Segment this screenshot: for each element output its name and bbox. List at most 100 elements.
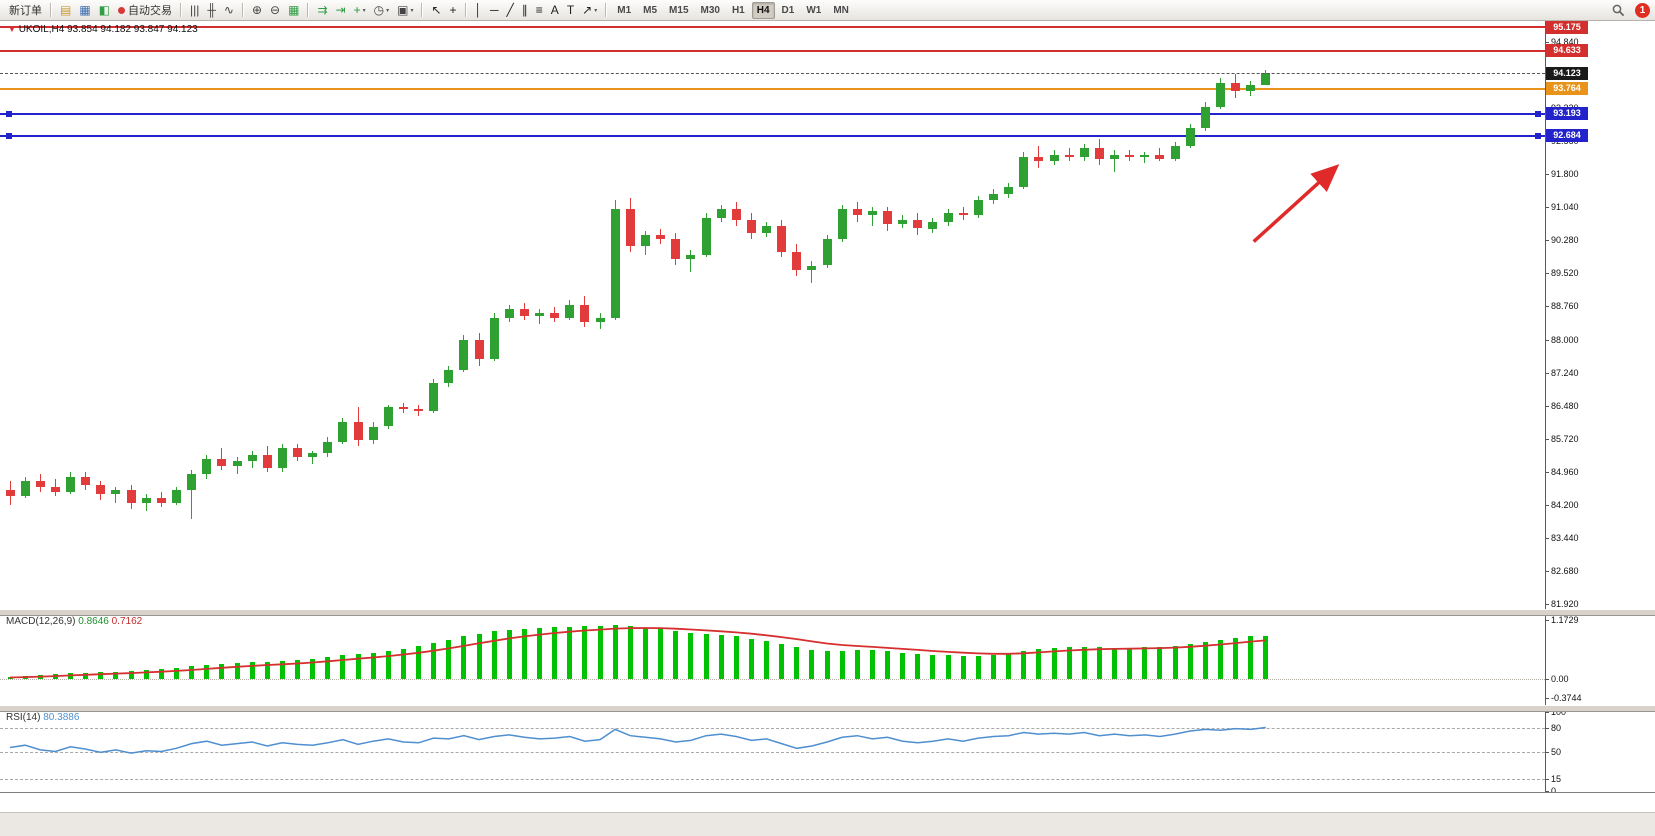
panel-divider-macd[interactable]	[0, 609, 1655, 616]
macd-histogram-bar	[869, 650, 875, 679]
text-button[interactable]: A	[548, 2, 562, 19]
zoom-out-icon: ⊖	[270, 3, 281, 17]
price-level-line[interactable]	[0, 112, 1545, 115]
candle-wick	[115, 487, 117, 503]
text-label-button[interactable]: T	[564, 2, 577, 19]
timeframe-H4[interactable]: H4	[751, 1, 775, 19]
zoom-out-button[interactable]: ⊖	[267, 2, 283, 19]
price-tick-label: 88.000	[1551, 334, 1579, 345]
price-tick-label: 90.280	[1551, 235, 1579, 246]
timeframe-D1[interactable]: D1	[781, 4, 795, 16]
macd-histogram-bar	[416, 646, 421, 679]
timeframe-M5[interactable]: M5	[643, 4, 658, 16]
line-chart-type-button[interactable]: ∿	[221, 2, 237, 19]
line-selection-handle[interactable]	[1535, 110, 1541, 117]
notification-badge[interactable]: 1	[1635, 2, 1650, 18]
timeframe-M30[interactable]: M30	[700, 4, 720, 16]
macd-histogram-bar	[189, 666, 195, 679]
price-tick-mark	[1545, 207, 1549, 209]
dropdown-arrow-icon: ▾	[410, 7, 414, 14]
bar-chart-type-button[interactable]: |||	[187, 2, 202, 19]
macd-histogram-bar	[310, 658, 316, 679]
macd-histogram-bar	[703, 633, 709, 679]
price-tick-label: 91.800	[1551, 169, 1579, 180]
price-tick-mark	[1545, 504, 1549, 506]
macd-histogram-bar	[930, 654, 936, 679]
macd-histogram-bar	[476, 633, 482, 679]
candle-body	[504, 309, 514, 318]
candle-body	[777, 226, 787, 253]
rsi-axis-tick	[1545, 791, 1549, 792]
candle-body	[1094, 148, 1104, 159]
price-tick-mark	[1545, 438, 1549, 440]
autotrading-button[interactable]: 自动交易	[115, 2, 175, 19]
timeframe-W1[interactable]: W1	[806, 4, 822, 16]
time-axis[interactable]	[0, 792, 1655, 812]
line-selection-handle[interactable]	[6, 132, 12, 139]
macd-histogram-bar	[915, 653, 921, 679]
vertical-line-button[interactable]: │	[472, 2, 486, 19]
candlestick-type-button[interactable]: ╫	[204, 2, 219, 19]
indicators-button[interactable]: + ▾	[351, 2, 369, 19]
candle-body	[958, 213, 968, 216]
grid-button[interactable]: ▦	[285, 2, 302, 19]
candle-body	[701, 217, 711, 255]
auto-scroll-button[interactable]: ⇉	[314, 2, 330, 19]
line-selection-handle[interactable]	[1535, 132, 1541, 139]
new-order-button[interactable]: 新订单	[9, 5, 42, 17]
equidistant-channel-button[interactable]: ∥	[519, 2, 531, 19]
candle-wick	[539, 309, 541, 325]
toolbar-separator	[307, 3, 310, 17]
market-watch-button[interactable]: ▦	[76, 2, 93, 19]
line-selection-handle[interactable]	[6, 110, 12, 117]
candle-body	[762, 226, 771, 233]
candle-body	[20, 480, 30, 497]
toolbar-separator	[605, 3, 608, 17]
macd-histogram-bar	[552, 627, 558, 679]
candle-wick	[236, 457, 238, 475]
price-tick-mark	[1545, 339, 1549, 341]
panel-divider-rsi[interactable]	[0, 705, 1655, 712]
rsi-axis-tick	[1545, 751, 1549, 753]
macd-histogram-bar	[612, 624, 618, 679]
price-tick-label: 87.240	[1551, 367, 1579, 378]
price-tick-label: 84.200	[1551, 499, 1579, 510]
price-level-line[interactable]	[0, 49, 1545, 52]
candle-body	[277, 448, 287, 468]
charts-button[interactable]: ▤	[57, 2, 74, 19]
navigator-button[interactable]: ◧	[96, 2, 113, 19]
price-level-line[interactable]	[0, 134, 1545, 137]
macd-histogram-bar	[718, 634, 724, 679]
candle-body	[550, 313, 560, 318]
price-level-line[interactable]	[0, 26, 1545, 29]
candle-body	[1155, 154, 1165, 159]
search-button[interactable]	[1609, 2, 1628, 19]
zoom-in-button[interactable]: ⊕	[249, 2, 265, 19]
timeframe-MN[interactable]: MN	[833, 4, 849, 16]
arrows-objects-button[interactable]: ↗ ▾	[579, 2, 600, 19]
price-level-line[interactable]	[0, 87, 1545, 90]
candlestick-type-icon: ╫	[207, 3, 216, 17]
chart-shift-button[interactable]: ⇥	[333, 2, 349, 19]
cursor-button[interactable]: ↖	[428, 2, 444, 19]
fibonacci-button[interactable]: ≡	[533, 2, 546, 19]
rsi-value: 80.3886	[43, 712, 80, 723]
price-tick-label: 94.840	[1551, 36, 1579, 47]
timeframe-H1[interactable]: H1	[731, 4, 745, 16]
timeframe-M15[interactable]: M15	[669, 4, 689, 16]
macd-histogram-bar	[1202, 641, 1208, 679]
templates-button[interactable]: ▣ ▾	[394, 2, 416, 19]
trendline-button[interactable]: ╱	[504, 2, 517, 19]
timeframe-M1[interactable]: M1	[617, 4, 632, 16]
macd-histogram-bar	[385, 650, 391, 679]
price-tick-mark	[1545, 41, 1549, 43]
rsi-indicator-label: RSI(14) 80.3886	[6, 712, 79, 723]
toolbar-separator	[241, 3, 244, 17]
macd-histogram-bar	[597, 626, 603, 679]
horizontal-line-button[interactable]: ─	[487, 2, 502, 19]
periods-button[interactable]: ◷ ▾	[371, 2, 393, 19]
macd-axis-label: -0.3744	[1551, 692, 1582, 703]
macd-histogram-bar	[506, 629, 512, 679]
chart-shift-icon: ⇥	[335, 3, 346, 17]
crosshair-button[interactable]: +	[447, 2, 460, 19]
